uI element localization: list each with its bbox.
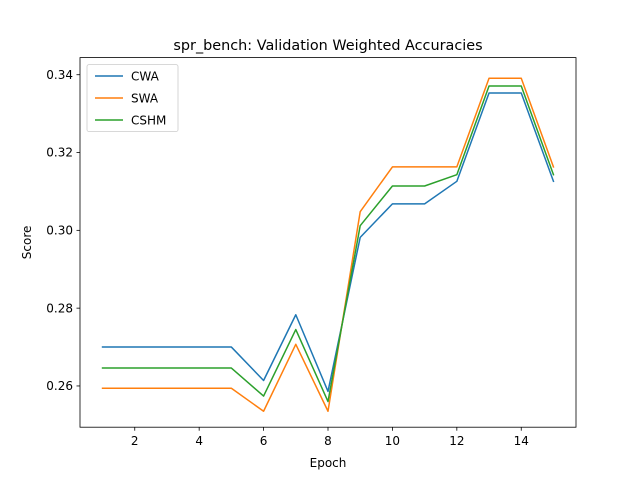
x-tick-label: 2 xyxy=(131,434,139,448)
series-line-cshm xyxy=(101,85,555,403)
chart-title: spr_bench: Validation Weighted Accuracie… xyxy=(173,38,482,54)
legend-label-swa: SWA xyxy=(131,91,159,105)
x-axis: 2 4 6 8 10 12 14 xyxy=(131,427,529,448)
y-tick-label: 0.30 xyxy=(46,224,73,238)
series-layer xyxy=(101,77,555,412)
legend-label-cwa: CWA xyxy=(131,69,160,83)
y-axis-label: Score xyxy=(20,226,34,260)
series-line-swa xyxy=(101,77,555,412)
y-tick-label: 0.28 xyxy=(46,301,73,315)
x-tick-label: 14 xyxy=(514,434,529,448)
y-tick-label: 0.26 xyxy=(46,379,73,393)
x-tick-label: 10 xyxy=(385,434,400,448)
legend-label-cshm: CSHM xyxy=(131,113,166,127)
y-tick-label: 0.32 xyxy=(46,146,73,160)
x-tick-label: 4 xyxy=(195,434,203,448)
legend: CWA SWA CSHM xyxy=(86,64,179,132)
x-axis-label: Epoch xyxy=(310,456,347,470)
x-tick-label: 12 xyxy=(449,434,464,448)
x-tick-label: 6 xyxy=(260,434,268,448)
x-tick-label: 8 xyxy=(324,434,332,448)
y-axis: 0.26 0.28 0.30 0.32 0.34 xyxy=(46,68,80,393)
legend-box xyxy=(86,64,179,132)
y-tick-label: 0.34 xyxy=(46,68,73,82)
series-line-cwa xyxy=(101,92,555,393)
